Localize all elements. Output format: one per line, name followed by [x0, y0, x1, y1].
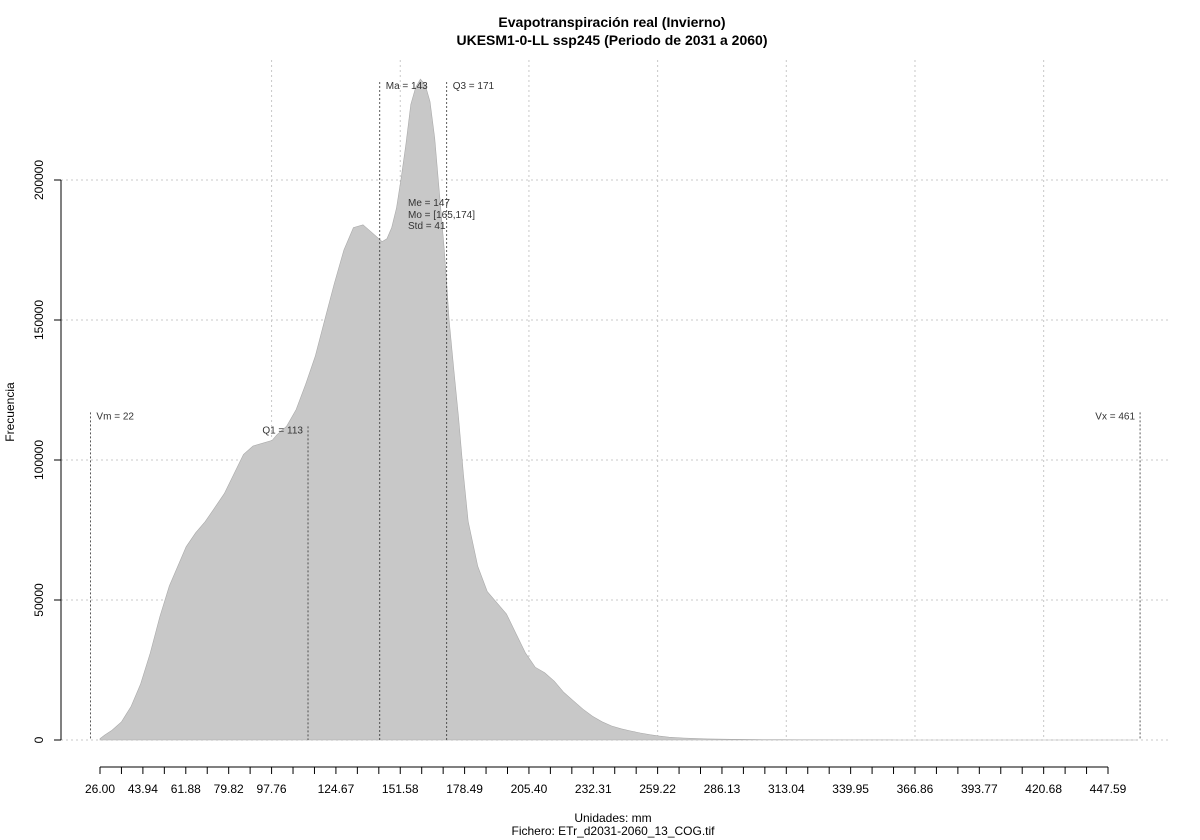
stat-std-label: Std = 41: [408, 221, 446, 232]
x-tick-label-8: 205.40: [511, 782, 548, 796]
x-tick-label-0: 26.00: [85, 782, 115, 796]
axis-layer: 0 50000 100000 150000 200000 26.00 43.94 61.88 7…: [32, 160, 1127, 796]
x-tick-label-6: 151.58: [382, 782, 419, 796]
density-area: [99, 78, 1138, 741]
x-tick-label-5: 124.67: [318, 782, 355, 796]
x-tick-label-4: 97.76: [257, 782, 287, 796]
x-tick-label-1: 43.94: [128, 782, 158, 796]
x-tick-label-9: 232.31: [575, 782, 612, 796]
y-axis-label: Frecuencia: [3, 382, 17, 442]
stat-mode-label: Mo = [165,174]: [408, 210, 475, 221]
x-tick-label-16: 420.68: [1025, 782, 1062, 796]
y-tick-label-1: 50000: [32, 583, 46, 617]
chart-title: Evapotranspiración real (Invierno): [498, 14, 725, 30]
y-tick-label-0: 0: [32, 736, 46, 743]
stat-label-1: Q1 = 113: [262, 425, 303, 436]
x-axis-label: Unidades: mm: [574, 811, 651, 825]
x-tick-label-15: 393.77: [961, 782, 998, 796]
density-area-layer: [99, 78, 1138, 741]
stat-label-0: Vm = 22: [96, 411, 134, 422]
x-tick-label-13: 339.95: [832, 782, 869, 796]
x-tick-label-3: 79.82: [214, 782, 244, 796]
statistic-lines-layer: Vm = 22 Q1 = 113 Ma = 143 Q3 = 171 Vx = 461: [90, 81, 1141, 740]
x-tick-label-14: 366.86: [897, 782, 934, 796]
y-tick-label-4: 200000: [32, 160, 46, 200]
x-tick-label-7: 178.49: [446, 782, 483, 796]
x-tick-label-12: 313.04: [768, 782, 805, 796]
y-tick-label-2: 100000: [32, 440, 46, 480]
x-tick-label-11: 286.13: [704, 782, 741, 796]
x-tick-label-17: 447.59: [1090, 782, 1127, 796]
stat-label-3: Q3 = 171: [453, 81, 495, 92]
x-tick-label-10: 259.22: [639, 782, 676, 796]
x-tick-label-2: 61.88: [171, 782, 201, 796]
chart-subtitle: UKESM1-0-LL ssp245 (Periodo de 2031 a 20…: [457, 32, 768, 48]
stat-label-2: Ma = 143: [386, 81, 428, 92]
stat-label-4: Vx = 461: [1095, 411, 1135, 422]
stat-median-label: Me = 147: [408, 198, 450, 209]
y-tick-label-3: 150000: [32, 300, 46, 340]
file-name-label: Fichero: ETr_d2031-2060_13_COG.tif: [512, 824, 716, 838]
